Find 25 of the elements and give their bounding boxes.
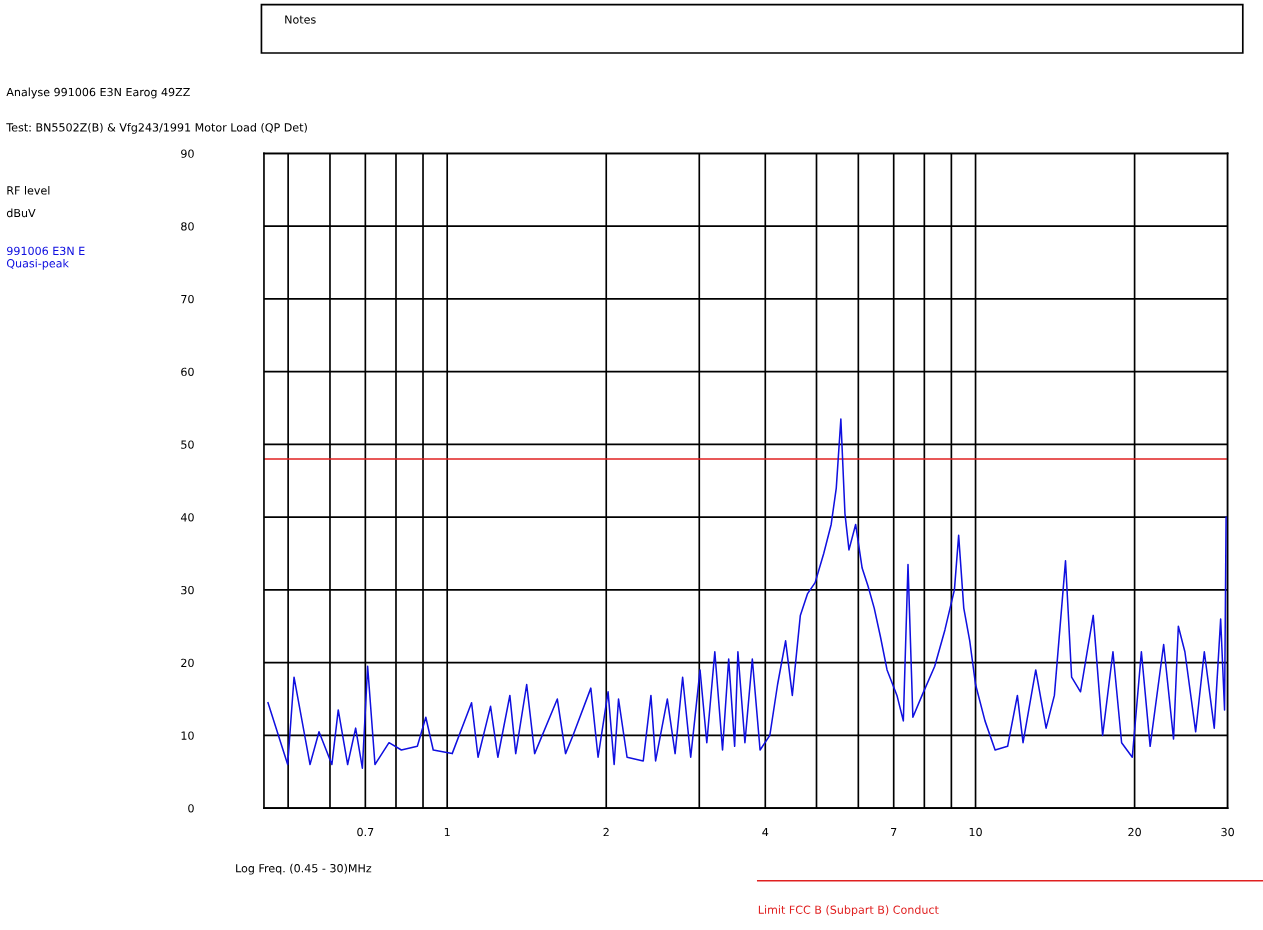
y-tick-label: 40 (180, 513, 194, 522)
text: Notes (285, 15, 316, 24)
x-tick-label: 4 (762, 827, 769, 837)
y-tick-label: 20 (181, 658, 194, 668)
x-tick-label: 2 (603, 827, 609, 837)
text: 991006 E3N E Quasi-peak (6, 246, 85, 270)
y-tick-label: 70 (181, 294, 194, 304)
y-tick-label: 10 (181, 731, 194, 740)
y-tick-label: 0 (188, 804, 194, 813)
y-tick-label: 30 (181, 585, 194, 595)
y-tick-label: 60 (181, 367, 194, 377)
x-tick-label: 0.7 (357, 827, 374, 837)
x-tick-label: 20 (1128, 827, 1141, 837)
text: Analyse 991006 E3N Earog 49ZZ (6, 87, 190, 99)
x-tick-label: 10 (969, 827, 982, 837)
ref-line-label: Limit FCC B (Subpart B) Conduct (758, 905, 939, 917)
x-tick-label: 30 (1221, 827, 1234, 837)
x-tick-label: 7 (891, 827, 897, 837)
text: RF level dBuV (6, 186, 50, 218)
x-tick-label: 1 (444, 827, 450, 837)
y-tick-label: 80 (181, 222, 194, 231)
y-tick-label: 50 (181, 440, 194, 449)
x-axis-title: Log Freq. (0.45 - 30)MHz (236, 863, 372, 875)
text: Test: BN5502Z(B) & Vfg243/1991 Motor Load (QP Det) (6, 122, 307, 134)
y-tick-label: 90 (181, 149, 194, 158)
